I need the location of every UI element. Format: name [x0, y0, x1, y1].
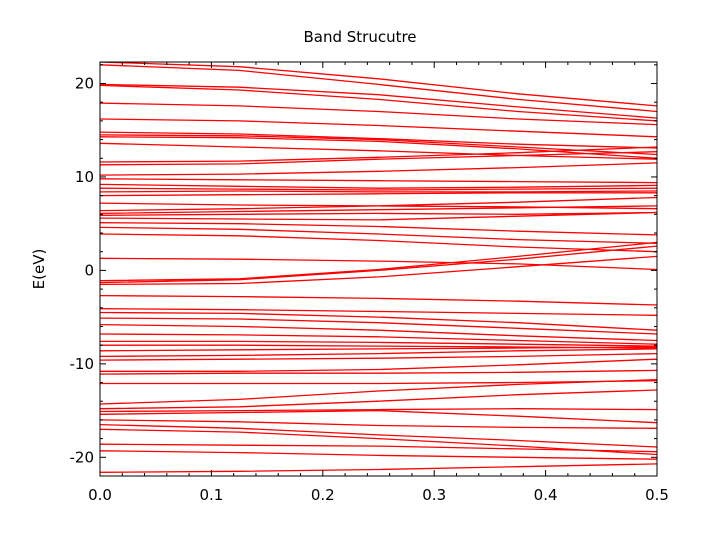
- y-tick-label: 20: [75, 74, 94, 92]
- band-line-40: [100, 348, 657, 358]
- band-line-12: [100, 151, 657, 166]
- band-line-13: [100, 162, 657, 176]
- band-line-6: [100, 118, 657, 138]
- band-line-7: [100, 131, 657, 149]
- band-line-48: [100, 409, 657, 424]
- band-line-4: [100, 84, 657, 122]
- y-tick-label: -10: [70, 355, 95, 373]
- chart-title: Band Strucutre: [303, 28, 417, 46]
- band-line-34: [100, 317, 657, 335]
- band-line-10: [100, 142, 657, 160]
- band-line-26: [100, 233, 657, 253]
- band-line-50: [100, 423, 657, 448]
- x-tick-label: 0.4: [534, 486, 558, 504]
- band-line-39: [100, 346, 657, 352]
- x-tick-label: 0.2: [311, 486, 335, 504]
- x-tick-label: 0.3: [422, 486, 446, 504]
- band-line-16: [100, 187, 657, 191]
- band-line-2: [100, 64, 657, 113]
- band-line-31: [100, 294, 657, 306]
- band-line-35: [100, 323, 657, 342]
- band-line-5: [100, 102, 657, 126]
- band-line-37: [100, 340, 657, 347]
- band-line-20: [100, 196, 657, 212]
- band-line-43: [100, 369, 657, 375]
- band-line-23: [100, 211, 657, 221]
- band-line-9: [100, 136, 657, 159]
- band-line-53: [100, 450, 657, 460]
- band-line-42: [100, 358, 657, 372]
- band-line-33: [100, 311, 657, 331]
- band-line-28: [100, 241, 657, 282]
- y-tick-label: -20: [70, 448, 95, 466]
- band-line-32: [100, 308, 657, 316]
- band-line-45: [100, 379, 657, 405]
- band-line-3: [100, 83, 657, 119]
- band-line-47: [100, 408, 657, 413]
- plot-frame: [99, 61, 658, 477]
- y-tick-label: 0: [84, 261, 94, 279]
- band-line-54: [100, 463, 657, 473]
- band-line-41: [100, 352, 657, 361]
- band-line-27: [100, 257, 657, 271]
- band-line-18: [100, 192, 657, 197]
- band-line-30: [100, 255, 657, 286]
- band-line-52: [100, 443, 657, 453]
- band-line-22: [100, 211, 657, 216]
- band-line-24: [100, 222, 657, 236]
- y-axis-label: E(eV): [30, 249, 48, 290]
- band-line-49: [100, 419, 657, 429]
- band-line-8: [100, 134, 657, 156]
- band-line-51: [100, 428, 657, 456]
- band-line-25: [100, 226, 657, 244]
- band-line-15: [100, 183, 657, 189]
- band-line-29: [100, 245, 657, 284]
- band-line-1: [100, 62, 657, 107]
- band-line-46: [100, 389, 657, 410]
- band-line-44: [100, 380, 657, 385]
- band-line-11: [100, 146, 657, 163]
- x-tick-label: 0.0: [88, 486, 112, 504]
- band-line-14: [100, 178, 657, 184]
- y-tick-label: 10: [75, 168, 94, 186]
- band-line-36: [100, 333, 657, 345]
- band-line-17: [100, 190, 657, 193]
- x-tick-label: 0.5: [645, 486, 669, 504]
- band-line-21: [100, 205, 657, 215]
- x-tick-label: 0.1: [199, 486, 223, 504]
